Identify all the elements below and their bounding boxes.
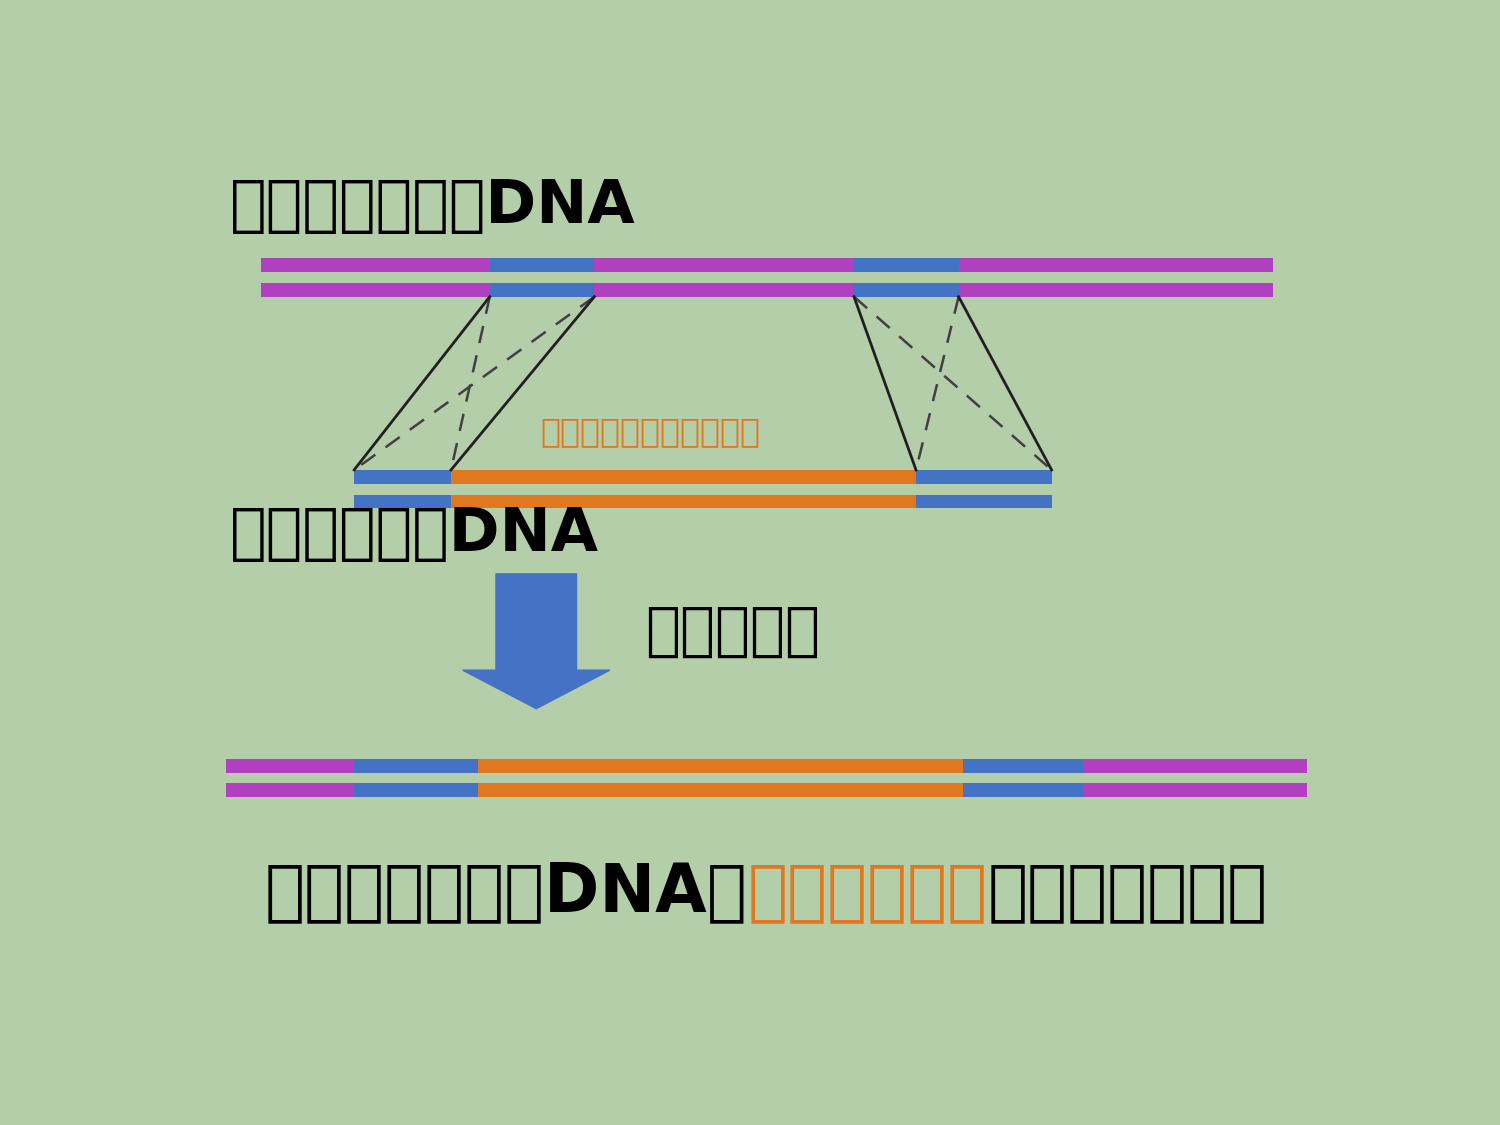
Bar [489,259,594,272]
Bar [452,495,916,508]
Bar [452,470,916,484]
Bar [963,758,1083,773]
Bar [354,470,1052,484]
Bar [354,495,1052,508]
Bar [478,758,963,773]
Text: が組みこまれた: が組みこまれた [987,858,1268,925]
Bar [261,282,1272,297]
Bar [963,783,1083,798]
Text: 相同組換え: 相同組換え [645,603,819,660]
Bar [226,758,1308,773]
Bar [354,758,478,773]
Text: 新たな遺伝子: 新たな遺伝子 [747,858,987,925]
Bar [853,259,958,272]
Polygon shape [462,574,610,709]
Bar [478,783,963,798]
Bar [226,783,1308,798]
Bar [354,783,478,798]
Text: 外から入れたDNA: 外から入れたDNA [230,505,598,564]
Bar [489,282,594,297]
Bar [853,282,958,297]
Text: もともとあったDNAに: もともとあったDNAに [266,858,747,925]
Text: もともとなかった遺伝子: もともとなかった遺伝子 [540,415,760,448]
Text: もともとあったDNA: もともとあったDNA [230,178,636,236]
Bar [261,259,1272,272]
